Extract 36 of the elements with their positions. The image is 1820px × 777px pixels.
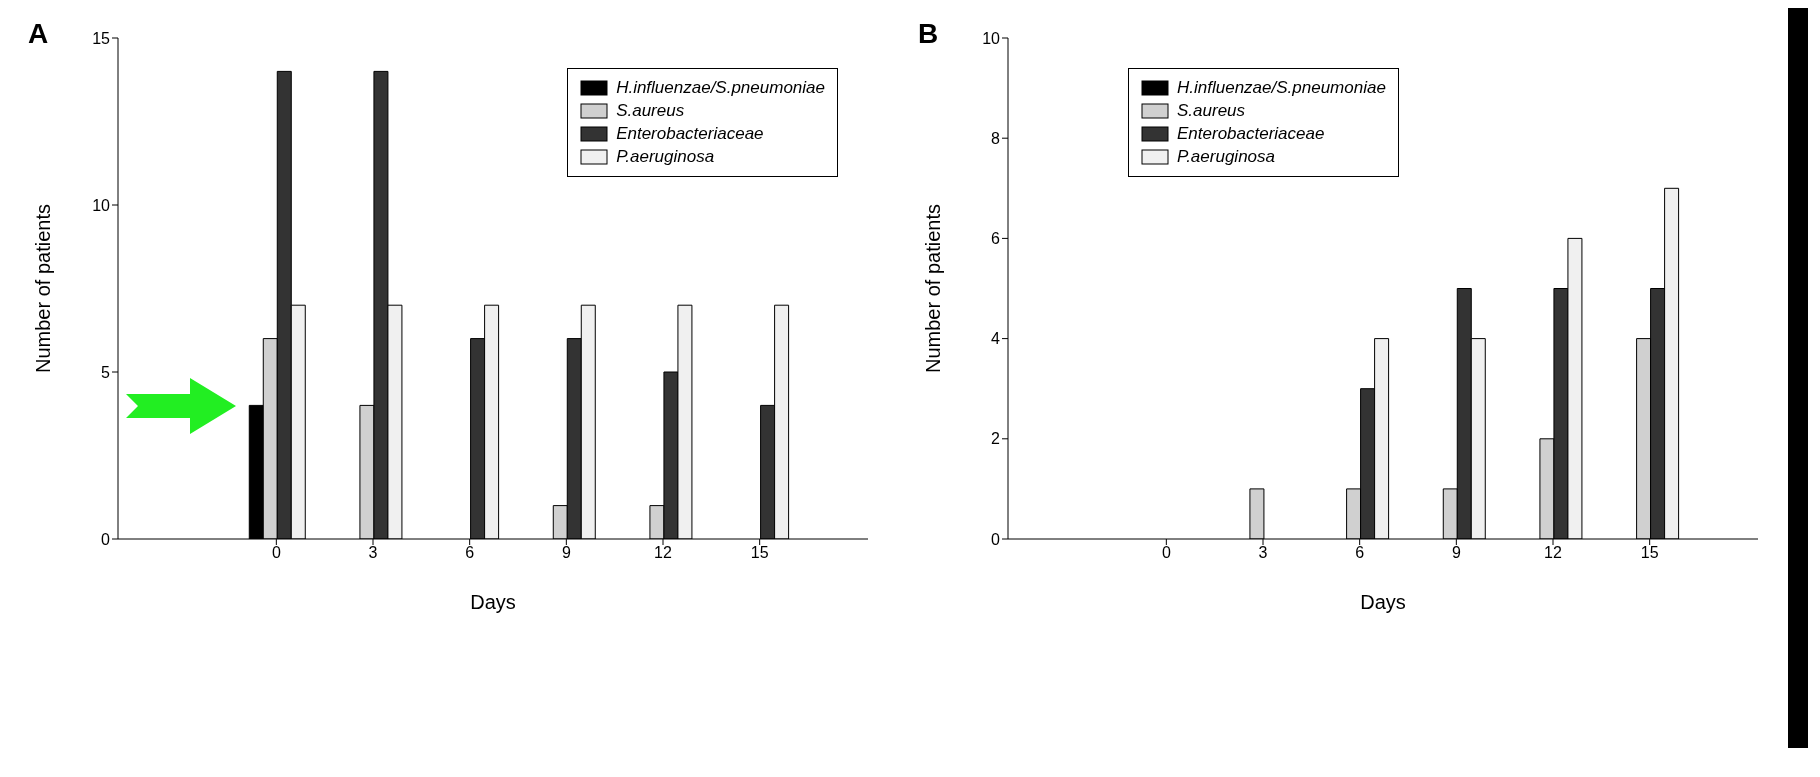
- legend-label: P.aeruginosa: [1177, 147, 1275, 167]
- x-axis-title: Days: [470, 591, 516, 613]
- x-tick-label: 3: [368, 544, 378, 562]
- x-tick-label: 12: [1544, 544, 1562, 562]
- x-tick-label: 15: [750, 544, 769, 562]
- y-tick-label: 10: [92, 196, 111, 214]
- y-tick-label: 6: [991, 230, 1001, 248]
- y-tick-label: 0: [101, 530, 111, 548]
- y-tick-label: 4: [991, 330, 1001, 348]
- y-axis-title: Number of patients: [922, 204, 945, 373]
- x-tick-label: 6: [465, 544, 475, 562]
- legend-label: H.influenzae/S.pneumoniae: [1177, 78, 1386, 98]
- x-tick-label: 0: [1161, 544, 1171, 562]
- legend-label: S.aureus: [616, 101, 685, 121]
- x-tick-label: 15: [1640, 544, 1659, 562]
- x-tick-label: 0: [271, 544, 281, 562]
- y-tick-label: 5: [101, 363, 111, 381]
- legend-label: H.influenzae/S.pneumoniae: [616, 78, 825, 98]
- y-axis-title: Number of patients: [32, 204, 55, 373]
- x-tick-label: 12: [654, 544, 672, 562]
- x-tick-label: 9: [561, 544, 571, 562]
- x-axis-title: Days: [1360, 591, 1406, 613]
- y-tick-label: 10: [982, 29, 1001, 47]
- y-tick-label: 15: [92, 29, 111, 47]
- chart-title: B: [918, 18, 939, 50]
- x-tick-label: 3: [1258, 544, 1268, 562]
- legend-label: P.aeruginosa: [616, 147, 715, 167]
- y-tick-label: 8: [991, 129, 1001, 147]
- legend-label: Enterobacteriaceae: [1177, 124, 1325, 144]
- legend-label: S.aureus: [1177, 101, 1246, 121]
- chart-title: A: [28, 18, 49, 50]
- y-tick-label: 0: [991, 530, 1001, 548]
- y-tick-label: 2: [991, 430, 1001, 448]
- legend-label: Enterobacteriaceae: [616, 124, 764, 144]
- x-tick-label: 6: [1355, 544, 1365, 562]
- x-tick-label: 9: [1451, 544, 1461, 562]
